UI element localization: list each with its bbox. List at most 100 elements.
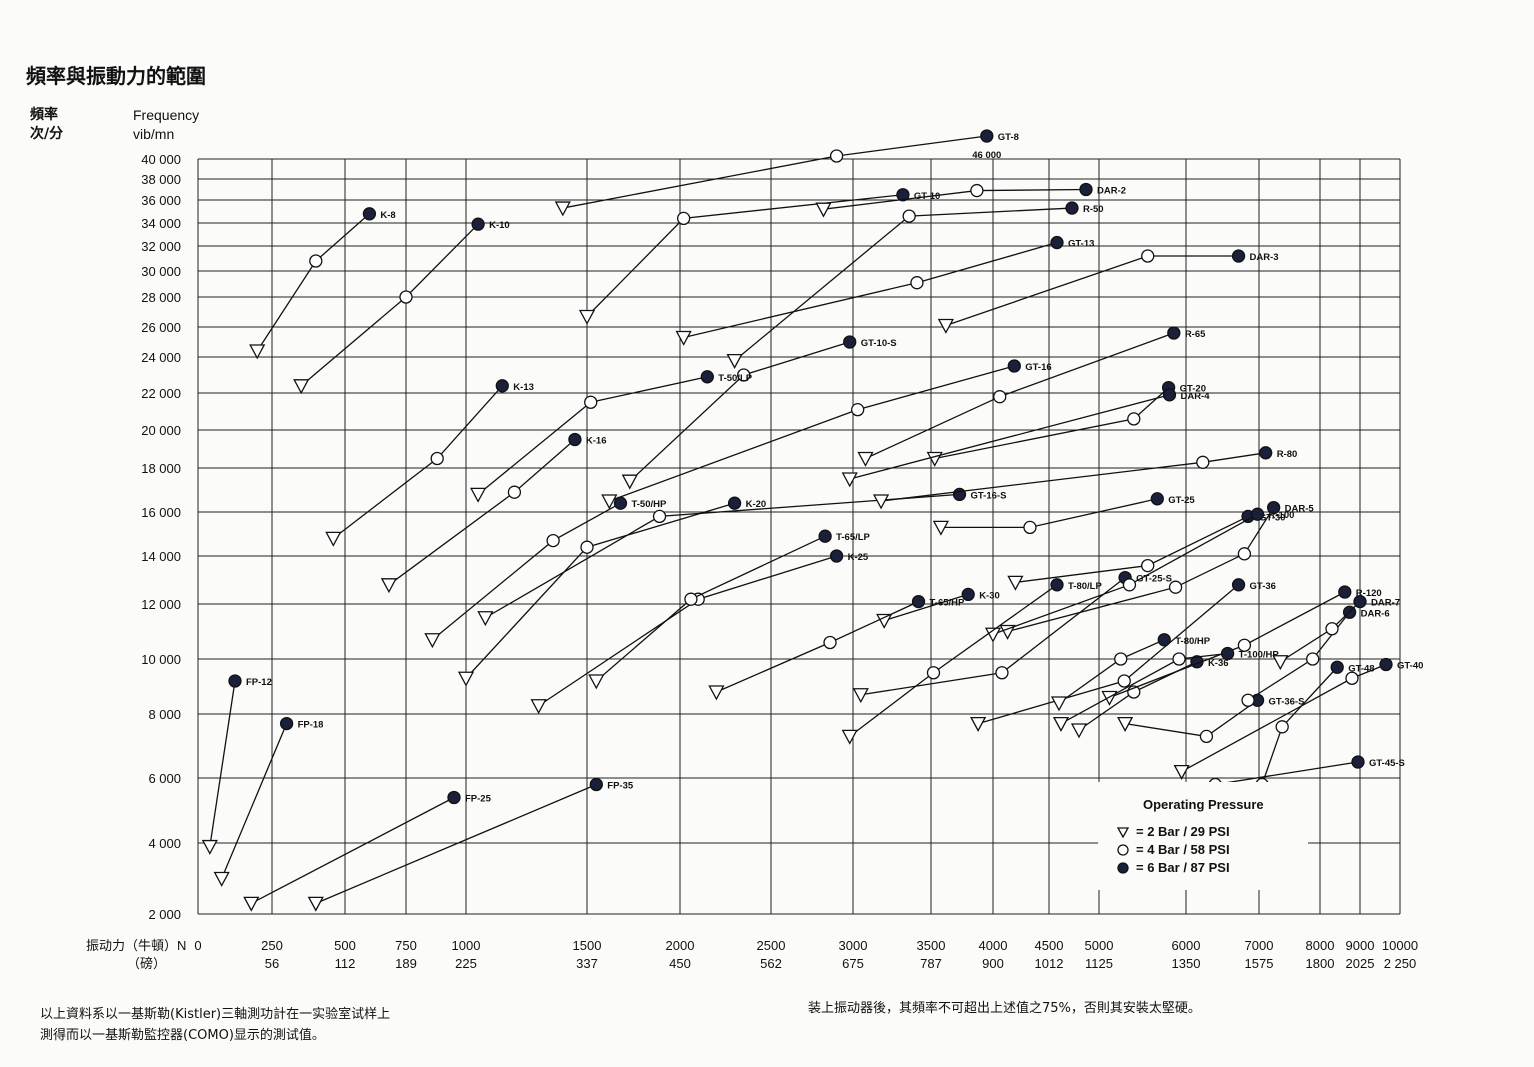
point-r-80-0	[872, 494, 890, 510]
point-k-10-1	[399, 290, 413, 304]
y-tick-label-34000: 34 000	[141, 216, 181, 231]
point-dar-3-0	[937, 318, 954, 334]
filled-circle-icon	[1117, 861, 1129, 874]
series-label-t-65-hp: T-65/HP	[930, 598, 966, 609]
series-label-t-80-hp: T-80/HP	[1175, 636, 1211, 647]
series-label-r-100: R-100	[1269, 510, 1295, 521]
x-tick-label-4000: 4000	[979, 938, 1008, 953]
y-axis-label-cn: 頻率 次/分	[30, 106, 90, 144]
point-r-65-2	[1167, 326, 1181, 340]
point-k-20-0	[457, 671, 475, 687]
series-label-gt-36-s: GT-36-S	[1269, 696, 1305, 707]
series-label-t-100-hp: T-100/HP	[1239, 650, 1280, 661]
y-tick-label-26000: 26 000	[141, 320, 181, 335]
point-r-65-1	[993, 390, 1007, 404]
series-gt-25: GT-25	[932, 492, 1195, 536]
point-k-8-0	[249, 344, 266, 360]
series-label-fp-25: FP-25	[465, 794, 492, 805]
series-k-16: K-16	[380, 432, 606, 594]
series-label-gt-10-s: GT-10-S	[861, 338, 897, 349]
x-tick-label-3000: 3000	[839, 938, 868, 953]
series-label-gt-48: GT-48	[1348, 663, 1374, 674]
y-tick-label-36000: 36 000	[141, 193, 181, 208]
series-gt-10-s: GT-10-S	[621, 335, 897, 490]
series-dar-5: DAR-5	[999, 500, 1315, 640]
x-tick-label-0: 0	[194, 938, 201, 953]
point-gt-16-s-1	[652, 509, 667, 524]
point-gt-30-1	[1141, 558, 1155, 573]
series-label-gt-36: GT-36	[1250, 581, 1276, 592]
series-dar-4: DAR-4	[841, 388, 1210, 488]
point-t-80-lp-1	[926, 666, 941, 680]
chart-series: FP-12 FP-18 FP-25 FP-35 K-8 K-10 K-13 K-16 K-20 K…	[201, 129, 1423, 912]
series-label-dar-5: DAR-5	[1285, 504, 1315, 515]
series-dar-3: DAR-3	[937, 249, 1279, 334]
series-label-k-10: K-10	[489, 220, 510, 231]
series-k-30: K-30	[876, 587, 1000, 629]
x-tick-label-3500: 3500	[917, 938, 946, 953]
series-fp-12: FP-12	[201, 674, 272, 855]
point-fp-35-1	[589, 777, 603, 792]
series-label-dar-7: DAR-7	[1371, 598, 1400, 609]
legend: Operating Pressure = 2 Bar / 29 PSI = 4 …	[1098, 782, 1308, 890]
point-t-50-lp-2	[700, 370, 714, 384]
point-fp-25-1	[447, 790, 461, 805]
x-tick-label-lb-3500: 787	[920, 956, 942, 971]
series-label-gt-16: GT-16	[1025, 362, 1051, 373]
series-label-r-120: R-120	[1356, 588, 1382, 599]
point-r-100-1	[1122, 578, 1137, 592]
point-gt-10-2	[896, 188, 910, 202]
point-gt-40-0	[1173, 764, 1190, 780]
y-tick-label-4000: 4 000	[148, 836, 181, 851]
series-line-gt-45-s	[1215, 761, 1359, 786]
series-t-80-lp: T-80/LP	[841, 578, 1102, 745]
point-gt-25-s-1	[995, 666, 1009, 680]
point-k-25-0	[530, 699, 547, 715]
series-k-10: K-10	[293, 217, 510, 395]
y-axis-label-en-line2: vib/mn	[133, 126, 175, 142]
point-t-100-hp-2	[1220, 646, 1235, 661]
x-tick-label-1000: 1000	[452, 938, 481, 953]
series-line-k-10	[300, 223, 479, 387]
point-gt-13-1	[910, 276, 924, 290]
series-line-fp-35	[315, 783, 597, 904]
x-axis-label-cn: 振动力（牛頓）N	[86, 938, 186, 953]
y-tick-label-24000: 24 000	[141, 350, 181, 365]
x-tick-label-2000: 2000	[666, 938, 695, 953]
point-r-50-2	[1065, 201, 1079, 215]
series-line-r-65	[865, 332, 1175, 460]
series-gt-25-s: GT-25-S	[852, 570, 1172, 704]
point-gt-36-2	[1231, 578, 1246, 592]
y-axis-label-en-line1: Frequency	[133, 107, 200, 123]
x-tick-label-lb-10000: 2 250	[1384, 956, 1417, 971]
point-dar-5-3	[1266, 500, 1281, 515]
point-t-65-hp-0	[708, 685, 725, 701]
x-tick-label-250: 250	[261, 938, 283, 953]
x-tick-label-7000: 7000	[1245, 938, 1274, 953]
point-gt-16-2	[1007, 359, 1021, 373]
series-line-fp-12	[209, 680, 236, 847]
point-k-13-2	[495, 379, 509, 393]
footnote-left: 以上資料系以一基斯勒(Kistler)三軸測功計在一实验室试样上 測得而以一基斯…	[40, 1004, 480, 1046]
series-label-gt-45-s: GT-45-S	[1369, 758, 1405, 769]
point-gt-48-1	[1275, 720, 1289, 734]
y-tick-label-18000: 18 000	[141, 461, 181, 476]
point-t-50-hp-2	[613, 496, 628, 510]
chart-ticks: 0 250 56 500 112 750 189 1000 225 1500 337 2000 450 2…	[86, 152, 1418, 971]
y-tick-label-14000: 14 000	[141, 549, 181, 564]
point-gt-40-2	[1379, 657, 1393, 672]
series-line-fp-18	[221, 723, 288, 879]
series-line-dar-3	[945, 255, 1239, 327]
point-r-65-0	[857, 451, 874, 467]
point-t-80-lp-0	[841, 729, 858, 745]
point-t-100-hp-1	[1172, 652, 1186, 666]
point-k-16-2	[568, 432, 582, 447]
point-r-50-0	[726, 353, 743, 369]
x-tick-label-lb-6000: 1350	[1172, 956, 1201, 971]
point-gt-36-0	[970, 716, 987, 732]
point-gt-10-s-2	[843, 335, 857, 349]
point-gt-36-s-0	[1117, 716, 1134, 732]
series-label-dar-3: DAR-3	[1250, 252, 1279, 263]
series-label-gt-20: GT-20	[1180, 384, 1206, 395]
